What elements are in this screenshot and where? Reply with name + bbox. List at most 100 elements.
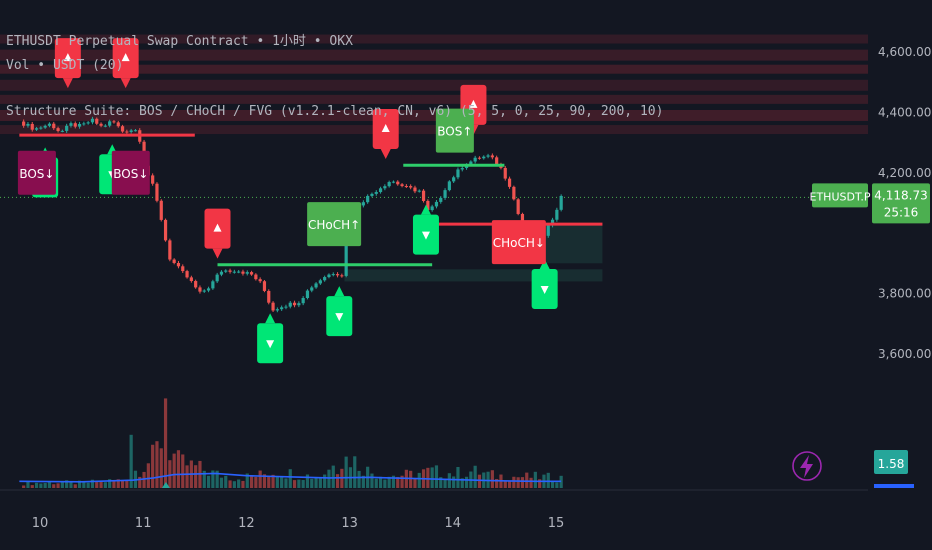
volume-bar: [237, 479, 241, 488]
up-arrow-icon: [213, 223, 222, 232]
volume-bar: [301, 480, 305, 488]
candle-body: [507, 178, 512, 187]
volume-bar: [456, 466, 460, 488]
candle-body: [340, 275, 344, 277]
candle-body: [185, 271, 189, 278]
volume-bar: [361, 475, 365, 488]
volume-bar: [168, 460, 172, 488]
volume-bar: [344, 456, 348, 488]
volume-bar: [409, 470, 413, 488]
volume-bar: [120, 480, 125, 488]
volume-bar: [555, 482, 559, 488]
candle-body: [310, 287, 314, 291]
candle-body: [275, 309, 279, 311]
volume-bar: [434, 465, 439, 488]
candle-body: [512, 186, 516, 200]
volume-bar: [529, 477, 533, 488]
candle-body: [383, 186, 387, 189]
volume-bar: [292, 480, 297, 488]
candle-body: [56, 128, 60, 131]
candle-body: [232, 271, 236, 273]
candle-body: [26, 123, 30, 126]
volume-bar: [73, 484, 77, 488]
candle-body: [60, 130, 64, 132]
structure-label-box: [111, 150, 150, 195]
structure-label-box: [17, 150, 56, 195]
volume-bar: [490, 470, 494, 488]
volume-bar: [155, 441, 159, 488]
candle-body: [297, 303, 301, 306]
volume-bar: [460, 478, 464, 488]
buy-signal-pointer: [265, 313, 276, 324]
volume-value-text: 1.58: [878, 457, 905, 471]
candle-body: [301, 298, 305, 304]
candle-body: [82, 123, 86, 125]
symbol-legend[interactable]: ETHUSDT Perpetual Swap Contract • 1小时 • …: [6, 34, 353, 49]
volume-bar: [396, 476, 400, 488]
volume-bar: [335, 474, 340, 488]
candle-body: [172, 259, 176, 263]
volume-bar: [151, 444, 155, 488]
volume-bar: [129, 434, 133, 488]
candle-body: [516, 199, 520, 214]
x-tick-label: 13: [341, 516, 358, 531]
volume-bar: [185, 465, 189, 488]
candle-body: [159, 200, 163, 220]
volume-bar: [103, 482, 107, 488]
volume-bar: [241, 480, 245, 488]
volume-bar: [331, 465, 335, 488]
candle-body: [73, 123, 77, 127]
volume-bar: [525, 472, 529, 488]
volume-bar: [447, 473, 451, 488]
volume-bar: [280, 476, 284, 488]
volume-bar: [258, 470, 262, 488]
volume-bar: [176, 450, 181, 488]
candle-body: [176, 262, 181, 267]
candle-body: [181, 266, 185, 272]
volume-bar: [146, 463, 150, 488]
volume-bar: [516, 477, 520, 488]
x-tick-label: 15: [548, 516, 565, 531]
candle-body: [546, 225, 550, 236]
candle-body: [271, 302, 275, 311]
candle-body: [288, 302, 292, 307]
buy-signal-pointer: [420, 204, 431, 215]
candle-body: [314, 283, 318, 288]
candle-body: [370, 193, 374, 196]
volume-bar: [353, 456, 357, 488]
candle-body: [30, 123, 34, 130]
volume-bar: [163, 398, 168, 488]
volume-bar: [138, 476, 142, 488]
candle-body: [34, 128, 39, 130]
volume-bar: [507, 481, 512, 488]
candle-body: [366, 195, 370, 203]
structure-label: BOS↓: [17, 150, 56, 195]
candle-body: [421, 190, 426, 201]
candle-body: [133, 130, 138, 132]
volume-legend[interactable]: Vol • USDT (20): [6, 58, 124, 73]
indicator-legend[interactable]: Structure Suite: BOS / CHoCH / FVG (v1.2…: [6, 104, 664, 119]
structure-label-text: BOS↑: [437, 125, 472, 139]
candle-body: [258, 279, 262, 282]
candle-body: [112, 121, 116, 123]
volume-bar: [284, 478, 288, 488]
candle-body: [417, 190, 421, 192]
candle-body: [378, 188, 383, 193]
fvg-zone: [344, 269, 603, 282]
volume-bar: [546, 472, 550, 488]
candle-body: [52, 123, 56, 129]
candle-body: [168, 240, 172, 260]
resistance-band: [0, 34, 868, 44]
volume-bar: [391, 475, 396, 488]
volume-bar: [400, 475, 404, 488]
candle-body: [280, 307, 284, 310]
candle-body: [202, 290, 206, 292]
volume-bar: [297, 479, 301, 488]
volume-bar: [86, 482, 90, 488]
candle-body: [206, 288, 211, 291]
volume-bar: [211, 470, 215, 488]
volume-bar: [443, 478, 447, 488]
candle-body: [245, 272, 249, 274]
